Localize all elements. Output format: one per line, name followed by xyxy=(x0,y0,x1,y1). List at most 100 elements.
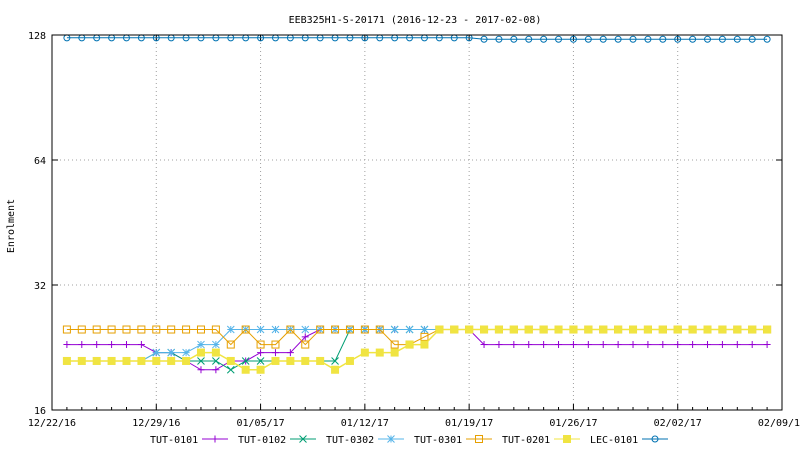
data-point-tut-0101 xyxy=(271,349,279,357)
data-point-tut-0302 xyxy=(271,325,280,334)
legend-swatch-marker xyxy=(299,435,307,443)
data-point-tut-0201 xyxy=(316,356,325,365)
data-point-tut-0101 xyxy=(569,341,577,349)
legend-label: TUT-0102 xyxy=(238,435,286,446)
legend-label: TUT-0302 xyxy=(326,435,374,446)
data-point-lec-0101 xyxy=(555,35,563,43)
data-point-tut-0301 xyxy=(390,340,399,349)
data-point-tut-0101 xyxy=(93,341,101,349)
data-point-tut-0301 xyxy=(226,340,235,349)
data-point-tut-0302 xyxy=(152,348,161,357)
data-point-tut-0201 xyxy=(480,325,489,334)
data-point-lec-0101 xyxy=(495,35,503,43)
data-point-tut-0302 xyxy=(182,348,190,357)
data-point-tut-0301 xyxy=(137,325,146,334)
data-point-lec-0101 xyxy=(525,35,533,43)
x-tick-label: 12/22/16 xyxy=(28,418,76,429)
legend-item-tut-0102: TUT-0102 xyxy=(238,435,316,446)
data-point-lec-0101 xyxy=(718,35,726,43)
data-point-tut-0201 xyxy=(301,356,310,365)
data-point-tut-0101 xyxy=(495,341,503,349)
legend-item-tut-0101: TUT-0101 xyxy=(150,435,228,446)
data-point-tut-0201 xyxy=(494,325,503,334)
data-point-lec-0101 xyxy=(614,35,622,43)
data-point-tut-0201 xyxy=(122,356,131,365)
data-point-tut-0201 xyxy=(539,325,548,334)
data-point-tut-0301 xyxy=(182,325,191,334)
data-point-tut-0201 xyxy=(286,356,295,365)
y-tick-label: 64 xyxy=(34,156,46,167)
data-point-tut-0301 xyxy=(271,340,280,349)
data-point-tut-0201 xyxy=(256,365,265,374)
data-point-tut-0201 xyxy=(226,356,235,365)
data-point-tut-0201 xyxy=(360,348,369,357)
data-point-tut-0301 xyxy=(420,332,429,341)
data-point-tut-0201 xyxy=(450,325,459,334)
y-tick-label: 32 xyxy=(34,281,46,292)
data-point-tut-0201 xyxy=(271,356,280,365)
series-line-lec-0101 xyxy=(66,37,768,40)
legend-item-tut-0201: TUT-0201 xyxy=(502,435,580,446)
data-point-tut-0201 xyxy=(658,325,667,334)
data-point-tut-0201 xyxy=(167,356,176,365)
data-point-tut-0201 xyxy=(331,365,340,374)
data-point-tut-0201 xyxy=(435,325,444,334)
data-point-lec-0101 xyxy=(763,35,771,43)
data-point-tut-0101 xyxy=(197,366,205,374)
data-point-tut-0301 xyxy=(375,325,384,334)
data-point-tut-0302 xyxy=(420,325,429,334)
data-point-tut-0201 xyxy=(241,365,250,374)
data-point-tut-0101 xyxy=(733,341,741,349)
data-point-tut-0201 xyxy=(152,356,161,365)
axis-ticks: 16 32 64 128 12/22/16 12/29/16 01/05/17 01/12/1… xyxy=(28,31,800,429)
legend: TUT-0101 TUT-0102 TUT-0302 TUT-0301 TUT-0201… xyxy=(150,435,668,446)
data-point-tut-0201 xyxy=(703,325,712,334)
data-point-tut-0101 xyxy=(525,341,533,349)
data-point-tut-0201 xyxy=(748,325,757,334)
x-tick-label: 01/19/17 xyxy=(445,418,493,429)
data-point-tut-0201 xyxy=(629,325,638,334)
data-point-tut-0102 xyxy=(197,357,205,365)
data-point-tut-0302 xyxy=(405,325,414,334)
plot-frame xyxy=(51,34,783,411)
data-point-tut-0302 xyxy=(212,340,220,349)
data-point-tut-0201 xyxy=(688,325,697,334)
data-point-tut-0302 xyxy=(256,325,265,334)
legend-item-tut-0302: TUT-0302 xyxy=(326,435,404,446)
data-point-tut-0301 xyxy=(331,325,340,334)
legend-label: TUT-0301 xyxy=(414,435,462,446)
data-point-tut-0301 xyxy=(77,325,86,334)
data-point-tut-0201 xyxy=(390,348,399,357)
data-point-tut-0201 xyxy=(554,325,563,334)
x-tick-label: 01/26/17 xyxy=(549,418,597,429)
data-point-tut-0102 xyxy=(256,357,265,365)
series-tut-0201 xyxy=(62,325,772,374)
data-point-lec-0101 xyxy=(674,35,682,43)
legend-swatch-marker xyxy=(211,435,219,443)
data-point-tut-0201 xyxy=(614,325,623,334)
data-point-lec-0101 xyxy=(748,35,756,43)
x-tick-label: 01/12/17 xyxy=(341,418,389,429)
data-point-tut-0101 xyxy=(480,341,488,349)
series-layer xyxy=(62,34,772,374)
data-point-tut-0101 xyxy=(257,349,265,357)
data-point-tut-0201 xyxy=(211,348,220,357)
x-tick-label: 02/02/17 xyxy=(654,418,702,429)
data-point-tut-0201 xyxy=(405,340,414,349)
data-point-lec-0101 xyxy=(569,35,577,43)
legend-item-lec-0101: LEC-0101 xyxy=(590,435,668,446)
data-point-tut-0301 xyxy=(167,325,176,334)
series-lec-0101 xyxy=(63,34,771,43)
data-point-tut-0101 xyxy=(555,341,563,349)
legend-swatch-marker xyxy=(387,435,395,443)
y-tick-label: 16 xyxy=(34,406,46,417)
data-point-lec-0101 xyxy=(704,35,712,43)
data-point-lec-0101 xyxy=(733,35,741,43)
data-point-tut-0101 xyxy=(108,341,116,349)
legend-swatch-marker xyxy=(563,435,571,443)
data-point-tut-0101 xyxy=(614,341,622,349)
data-point-tut-0101 xyxy=(212,366,220,374)
data-point-tut-0201 xyxy=(182,356,191,365)
data-point-tut-0201 xyxy=(196,348,205,357)
